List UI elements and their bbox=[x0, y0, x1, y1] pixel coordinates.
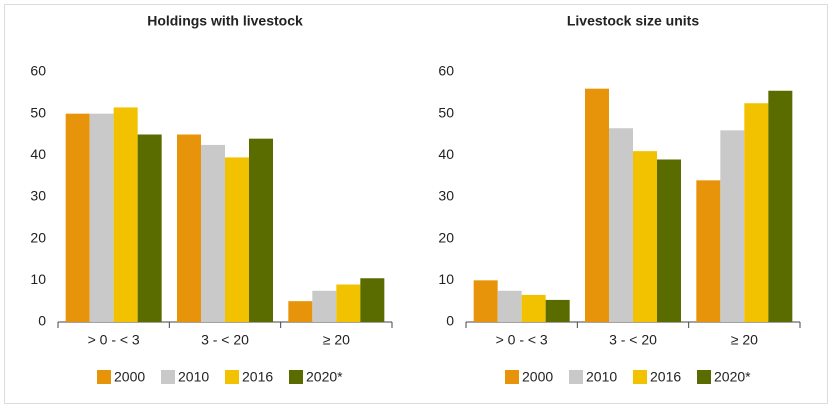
x-tick-label: ≥ 20 bbox=[323, 332, 350, 348]
y-tick-label: 50 bbox=[30, 104, 46, 120]
bar bbox=[720, 130, 745, 322]
bar bbox=[545, 299, 570, 322]
legend-swatch bbox=[569, 370, 583, 384]
y-tick-label: 0 bbox=[446, 313, 454, 329]
y-tick-label: 20 bbox=[30, 229, 46, 245]
bar bbox=[521, 294, 546, 322]
legend-swatch bbox=[225, 370, 239, 384]
legend-swatch bbox=[161, 370, 175, 384]
y-tick-label: 50 bbox=[438, 104, 454, 120]
legend-label: 2016 bbox=[650, 369, 681, 385]
bar bbox=[768, 90, 793, 322]
bar bbox=[360, 278, 385, 322]
bar bbox=[65, 113, 90, 323]
chart-title: Holdings with livestock bbox=[147, 13, 303, 29]
y-tick-label: 10 bbox=[438, 271, 454, 287]
x-tick-label: 3 - < 20 bbox=[201, 332, 249, 348]
legend-swatch bbox=[97, 370, 111, 384]
y-tick-label: 20 bbox=[438, 229, 454, 245]
y-tick-label: 40 bbox=[30, 146, 46, 162]
bar bbox=[288, 301, 313, 322]
bar bbox=[312, 290, 337, 322]
legend-swatch bbox=[289, 370, 303, 384]
bar bbox=[225, 157, 249, 322]
y-tick-label: 30 bbox=[30, 188, 46, 204]
legend-label: 2020* bbox=[306, 369, 343, 385]
bar bbox=[696, 180, 721, 322]
bar bbox=[744, 103, 769, 322]
bar bbox=[89, 113, 114, 323]
y-tick-label: 60 bbox=[438, 63, 454, 79]
x-tick-label: 3 - < 20 bbox=[609, 332, 657, 348]
bar bbox=[657, 159, 681, 322]
legend-label: 2020* bbox=[714, 369, 751, 385]
y-tick-label: 60 bbox=[30, 63, 46, 79]
legend-label: 2000 bbox=[114, 369, 145, 385]
bar bbox=[609, 128, 633, 322]
y-tick-label: 10 bbox=[30, 271, 46, 287]
bar bbox=[177, 134, 201, 322]
x-tick-label: ≥ 20 bbox=[731, 332, 758, 348]
legend-swatch bbox=[633, 370, 647, 384]
x-tick-label: > 0 - < 3 bbox=[88, 332, 140, 348]
bar bbox=[585, 88, 609, 323]
legend-label: 2010 bbox=[178, 369, 209, 385]
y-tick-label: 0 bbox=[38, 313, 46, 329]
legend-swatch bbox=[505, 370, 519, 384]
bar bbox=[473, 280, 498, 322]
bar bbox=[249, 138, 273, 322]
bar bbox=[113, 107, 138, 323]
y-tick-label: 40 bbox=[438, 146, 454, 162]
legend-label: 2016 bbox=[242, 369, 273, 385]
legend-label: 2010 bbox=[586, 369, 617, 385]
y-tick-label: 30 bbox=[438, 188, 454, 204]
legend-swatch bbox=[697, 370, 711, 384]
x-tick-label: > 0 - < 3 bbox=[496, 332, 548, 348]
bar bbox=[633, 151, 657, 322]
legend-label: 2000 bbox=[522, 369, 553, 385]
bar bbox=[497, 290, 522, 322]
bar bbox=[201, 144, 225, 322]
bar bbox=[336, 284, 361, 322]
bar bbox=[137, 134, 162, 322]
chart-title: Livestock size units bbox=[567, 13, 699, 29]
